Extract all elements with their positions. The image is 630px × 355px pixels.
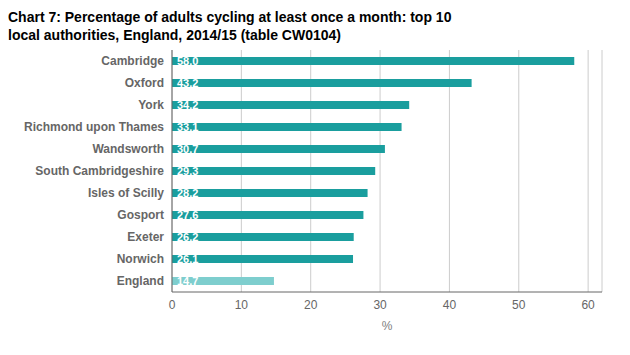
svg-text:York: York (138, 98, 164, 112)
svg-text:27.6: 27.6 (177, 209, 198, 221)
svg-text:%: % (382, 319, 393, 333)
svg-text:South Cambridgeshire: South Cambridgeshire (35, 164, 164, 178)
html-text:local authorities, England, 20: local authorities, England, 2014/15 (tab… (8, 27, 341, 43)
svg-text:Cambridge: Cambridge (101, 54, 164, 68)
svg-text:50: 50 (512, 298, 526, 312)
svg-text:26.2: 26.2 (177, 231, 198, 243)
svg-text:30: 30 (373, 298, 387, 312)
svg-text:Oxford: Oxford (125, 76, 164, 90)
svg-text:Gosport: Gosport (117, 208, 164, 222)
svg-text:29.3: 29.3 (177, 165, 198, 177)
svg-text:14.7: 14.7 (177, 275, 198, 287)
svg-text:40: 40 (443, 298, 457, 312)
svg-text:Exeter: Exeter (127, 230, 164, 244)
svg-text:58.0: 58.0 (177, 55, 198, 67)
svg-text:Isles of Scilly: Isles of Scilly (88, 186, 164, 200)
svg-text:20: 20 (304, 298, 318, 312)
html-text:Chart 7: Percentage of adults: Chart 7: Percentage of adults cycling at… (8, 9, 452, 25)
svg-text:10: 10 (235, 298, 249, 312)
svg-text:60: 60 (581, 298, 595, 312)
svg-text:28.2: 28.2 (177, 187, 198, 199)
svg-text:26.1: 26.1 (177, 253, 198, 265)
svg-text:33.1: 33.1 (177, 121, 198, 133)
svg-text:Wandsworth: Wandsworth (92, 142, 164, 156)
svg-text:Norwich: Norwich (117, 252, 164, 266)
svg-text:34.2: 34.2 (177, 99, 198, 111)
svg-text:England: England (117, 274, 164, 288)
svg-text:43.2: 43.2 (177, 77, 198, 89)
svg-text:Richmond upon Thames: Richmond upon Thames (24, 120, 164, 134)
svg-text:30.7: 30.7 (177, 143, 198, 155)
svg-text:0: 0 (169, 298, 176, 312)
